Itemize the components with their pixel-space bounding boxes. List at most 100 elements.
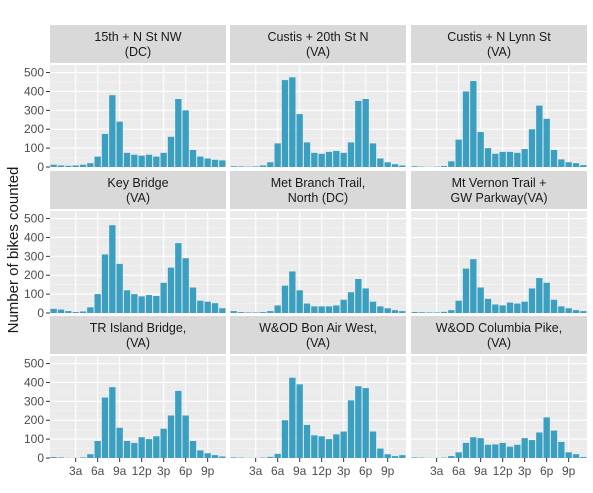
- hour-bar: [325, 306, 333, 313]
- hour-bar: [558, 306, 565, 313]
- hour-bar: [411, 312, 418, 313]
- hour-bar: [369, 301, 377, 313]
- facet-title-line1: Custis + N Lynn St: [447, 30, 551, 44]
- hour-bar: [580, 311, 587, 313]
- hour-bar: [318, 153, 325, 167]
- panel-background: [411, 65, 587, 167]
- y-tick-label: 300: [24, 103, 44, 117]
- hour-bar: [470, 259, 477, 313]
- hour-bar: [399, 165, 406, 167]
- hour-bar: [167, 415, 175, 458]
- facet-strip: [411, 25, 587, 63]
- hour-bar: [506, 151, 514, 167]
- hour-bar: [116, 263, 123, 313]
- hour-bar: [131, 294, 138, 313]
- hour-bar: [189, 441, 197, 458]
- hour-bar: [399, 455, 406, 458]
- hour-bar: [440, 166, 448, 167]
- hour-bar: [123, 290, 131, 313]
- x-tick-label: 12p: [312, 464, 332, 478]
- panel-background: [230, 65, 406, 167]
- hour-bar: [311, 435, 318, 458]
- y-tick-label: 200: [24, 122, 44, 136]
- hour-bar: [440, 311, 448, 313]
- facet-title-line2: North (DC): [288, 191, 348, 205]
- hour-bar: [94, 441, 101, 458]
- hour-bar: [72, 312, 79, 313]
- hour-bar: [101, 133, 109, 167]
- hour-bar: [79, 311, 87, 313]
- panel-background: [50, 65, 226, 167]
- y-tick-label: 0: [37, 306, 44, 320]
- facet-title-line1: W&OD Bon Air West,: [259, 321, 377, 335]
- hour-bar: [333, 434, 340, 458]
- panel-background: [230, 211, 406, 313]
- hour-bar: [167, 136, 175, 167]
- hour-bar: [470, 81, 477, 167]
- y-tick-label: 0: [37, 451, 44, 465]
- hour-bar: [499, 442, 506, 458]
- facet-strip: [230, 316, 406, 354]
- facet-title-line2: (VA): [126, 191, 150, 205]
- facet-title-line1: 15th + N St NW: [94, 30, 181, 44]
- facet-title-line2: (VA): [487, 336, 511, 350]
- hour-bar: [101, 254, 109, 313]
- hour-bar: [558, 441, 565, 458]
- hour-bar: [296, 114, 303, 167]
- hour-bar: [182, 110, 189, 167]
- hour-bar: [565, 162, 572, 167]
- hour-bar: [384, 308, 391, 313]
- hour-bar: [484, 298, 492, 313]
- hour-bar: [499, 151, 506, 167]
- hour-bar: [204, 453, 211, 458]
- hour-bar: [433, 312, 440, 313]
- x-tick-label: 9a: [474, 464, 488, 478]
- y-tick-label: 100: [24, 141, 44, 155]
- hour-bar: [204, 158, 211, 167]
- hour-bar: [87, 163, 94, 167]
- hour-bar: [311, 152, 318, 167]
- hour-bar: [197, 156, 204, 167]
- hour-bar: [528, 440, 536, 458]
- hour-bar: [160, 152, 167, 167]
- hour-bar: [340, 299, 347, 313]
- hour-bar: [230, 311, 237, 313]
- x-tick-label: 9p: [201, 464, 215, 478]
- hour-bar: [267, 311, 274, 313]
- hour-bar: [506, 302, 514, 313]
- hour-bar: [87, 454, 94, 458]
- x-tick-label: 3a: [249, 464, 263, 478]
- hour-bar: [57, 165, 65, 167]
- hour-bar: [175, 390, 182, 458]
- hour-bar: [462, 91, 470, 167]
- hour-bar: [550, 150, 558, 167]
- y-tick-label: 200: [24, 268, 44, 282]
- hour-bar: [303, 142, 311, 167]
- hour-bar: [109, 387, 116, 458]
- x-tick-label: 6p: [179, 464, 193, 478]
- hour-bar: [355, 279, 362, 313]
- facet-panel: TR Island Bridge,(VA): [50, 316, 226, 459]
- hour-bar: [131, 154, 138, 167]
- hour-bar: [362, 288, 369, 313]
- hour-bar: [391, 164, 399, 167]
- hour-bar: [94, 294, 101, 313]
- y-tick-label: 400: [24, 84, 44, 98]
- hour-bar: [145, 154, 153, 167]
- hour-bar: [289, 377, 296, 458]
- facet-strip: [50, 171, 226, 209]
- hour-bar: [281, 420, 289, 458]
- facet-title-line1: Met Branch Trail,: [271, 176, 365, 190]
- x-tick-label: 3a: [69, 464, 83, 478]
- hour-bar: [543, 282, 550, 313]
- hour-bar: [175, 99, 182, 167]
- facet-panel: 15th + N St NW(DC): [50, 25, 226, 168]
- hour-bar: [153, 436, 160, 458]
- hour-bar: [580, 165, 587, 167]
- hour-bar: [325, 439, 333, 458]
- hour-bar: [281, 80, 289, 167]
- hour-bar: [484, 148, 492, 167]
- hour-bar: [333, 150, 340, 167]
- facet-strip: [411, 316, 587, 354]
- panel-background: [50, 356, 226, 458]
